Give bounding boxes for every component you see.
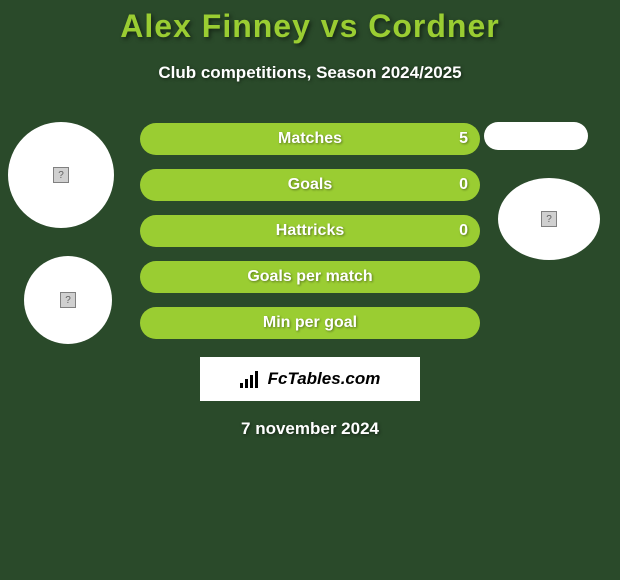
main-content: Alex Finney vs Cordner Club competitions…: [0, 0, 620, 439]
brand-chart-icon: [240, 370, 262, 388]
stat-row-goals: Goals 0: [0, 169, 620, 201]
stat-label: Matches: [278, 130, 342, 148]
stat-bar: Matches 5: [140, 123, 480, 155]
date-label: 7 november 2024: [0, 419, 620, 439]
stat-value: 0: [459, 222, 468, 240]
stat-bar: Min per goal: [140, 307, 480, 339]
stat-row-matches: Matches 5: [0, 123, 620, 155]
stat-bar: Goals per match: [140, 261, 480, 293]
brand-badge: FcTables.com: [200, 357, 420, 401]
stat-row-mpg: Min per goal: [0, 307, 620, 339]
stat-bar: Goals 0: [140, 169, 480, 201]
stat-label: Goals: [288, 176, 332, 194]
stat-value: 5: [459, 130, 468, 148]
page-title: Alex Finney vs Cordner: [0, 8, 620, 45]
placeholder-icon: ?: [60, 292, 76, 308]
stat-label: Goals per match: [247, 268, 372, 286]
page-subtitle: Club competitions, Season 2024/2025: [0, 63, 620, 83]
stat-row-hattricks: Hattricks 0: [0, 215, 620, 247]
stat-value: 0: [459, 176, 468, 194]
stat-label: Hattricks: [276, 222, 344, 240]
stat-row-gpm: Goals per match: [0, 261, 620, 293]
brand-text: FcTables.com: [268, 369, 381, 389]
stat-bar: Hattricks 0: [140, 215, 480, 247]
stat-label: Min per goal: [263, 314, 357, 332]
